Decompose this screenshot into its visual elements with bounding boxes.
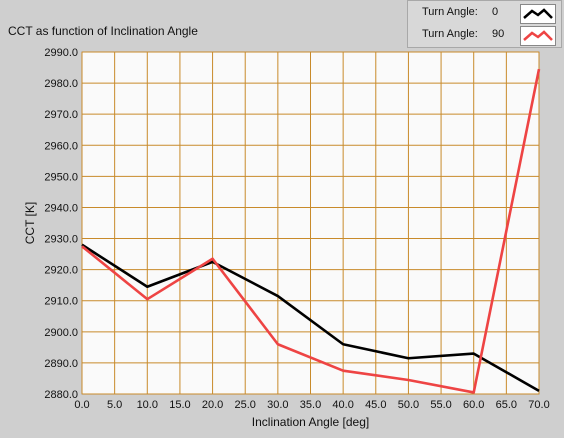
y-tick-label: 2880.0 [44, 389, 78, 401]
x-tick-label: 35.0 [300, 399, 321, 411]
y-axis-label: CCT [K] [23, 202, 37, 244]
x-tick-label: 70.0 [528, 399, 549, 411]
series-line-turn-90 [81, 68, 541, 394]
x-tick-label: 40.0 [332, 399, 353, 411]
x-tick-label: 5.0 [107, 399, 122, 411]
tick-labels: 0.0 5.0 10.0 15.0 20.0 25.0 30.0 35.0 40.0 45.0 50… [44, 47, 549, 411]
legend-value: 90 [492, 28, 505, 40]
series-line-turn-0 [81, 243, 540, 393]
x-tick-label: 20.0 [202, 399, 223, 411]
y-tick-label: 2960.0 [44, 140, 78, 152]
x-tick-label: 30.0 [267, 399, 288, 411]
x-tick-label: 55.0 [430, 399, 451, 411]
x-tick-label: 65.0 [496, 399, 517, 411]
series-lines [81, 68, 541, 394]
y-tick-label: 2900.0 [44, 327, 78, 339]
grid-lines [81, 51, 540, 395]
y-tick-label: 2980.0 [44, 78, 78, 90]
x-tick-label: 60.0 [463, 399, 484, 411]
x-tick-label: 0.0 [74, 399, 89, 411]
y-tick-label: 2970.0 [44, 109, 78, 121]
legend-label: Turn Angle: [422, 6, 478, 18]
x-tick-label: 25.0 [235, 399, 256, 411]
legend-line-icon [523, 30, 553, 41]
x-axis-label: Inclination Angle [deg] [252, 415, 369, 429]
y-tick-label: 2990.0 [44, 47, 78, 59]
legend-entry-turn-0: Turn Angle: 0 [408, 2, 561, 24]
legend-entry-turn-90: Turn Angle: 90 [408, 24, 561, 46]
y-tick-label: 2950.0 [44, 171, 78, 183]
legend-label: Turn Angle: [422, 28, 478, 40]
x-tick-label: 45.0 [365, 399, 386, 411]
y-tick-label: 2920.0 [44, 265, 78, 277]
x-tick-label: 10.0 [137, 399, 158, 411]
y-tick-label: 2910.0 [44, 296, 78, 308]
legend-line-icon [523, 8, 553, 19]
y-tick-label: 2940.0 [44, 202, 78, 214]
y-tick-label: 2890.0 [44, 358, 78, 370]
legend: Turn Angle: 0 Turn Angle: 90 [407, 0, 562, 48]
chart-title: CCT as function of Inclination Angle [8, 24, 198, 38]
x-tick-label: 50.0 [398, 399, 419, 411]
legend-swatch-black[interactable] [520, 4, 556, 24]
x-tick-label: 15.0 [169, 399, 190, 411]
legend-value: 0 [492, 6, 499, 18]
y-tick-label: 2930.0 [44, 234, 78, 246]
legend-swatch-red[interactable] [520, 26, 556, 46]
